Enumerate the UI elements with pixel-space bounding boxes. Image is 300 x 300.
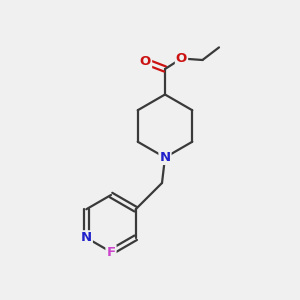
Text: N: N: [81, 231, 92, 244]
Text: F: F: [106, 245, 116, 259]
Text: N: N: [159, 151, 171, 164]
Text: O: O: [176, 52, 187, 65]
Text: O: O: [140, 55, 151, 68]
